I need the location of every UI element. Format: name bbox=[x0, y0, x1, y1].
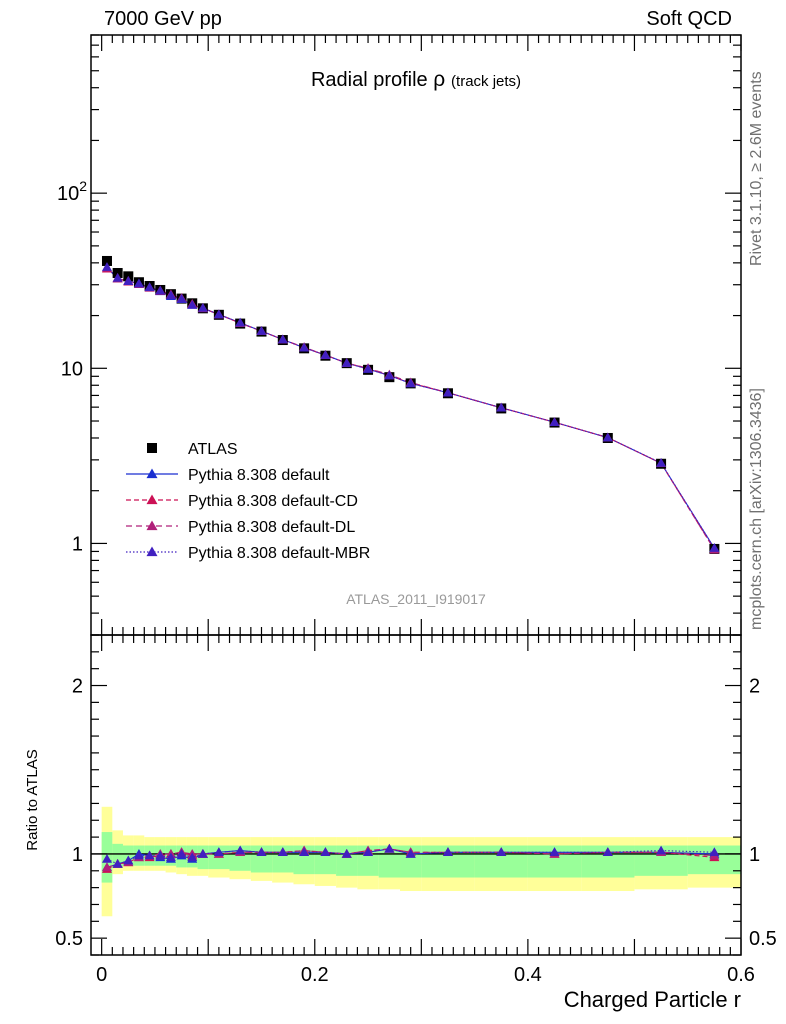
main-point-mbr bbox=[165, 290, 176, 300]
ratio-point-mbr bbox=[442, 847, 453, 857]
legend-label-mbr: Pythia 8.308 default-MBR bbox=[188, 545, 370, 562]
main-point-mbr bbox=[187, 299, 198, 309]
main-point-mbr bbox=[709, 543, 720, 552]
main-point-mbr bbox=[602, 432, 613, 442]
ratio-point-mbr bbox=[213, 847, 224, 857]
main-point-mbr bbox=[442, 387, 453, 397]
main-point-mbr bbox=[656, 457, 667, 467]
main-point-mbr bbox=[144, 282, 155, 292]
ratio-point-mbr bbox=[133, 850, 144, 860]
legend-label-data: ATLAS bbox=[188, 441, 238, 458]
ratio-point-mbr bbox=[549, 847, 560, 857]
ratio-point-mbr bbox=[165, 852, 176, 862]
main-line-dl bbox=[106, 267, 715, 551]
header-right: Soft QCD bbox=[646, 8, 732, 30]
ratio-point-mbr bbox=[235, 845, 246, 855]
ratio-frame bbox=[90, 634, 742, 956]
main-y-tick-label: 1 bbox=[72, 533, 83, 555]
band-stat-bin bbox=[112, 843, 123, 868]
ratio-y-tick-label: 2 bbox=[72, 676, 83, 698]
data-point bbox=[101, 255, 112, 266]
ratio-point-mbr bbox=[176, 848, 187, 858]
ratio-point-mbr bbox=[197, 848, 208, 858]
ratio-point-mbr bbox=[256, 847, 267, 857]
ratio-point-mbr bbox=[341, 848, 352, 858]
main-point-mbr bbox=[197, 302, 208, 312]
main-point-mbr bbox=[363, 364, 374, 373]
ratio-line-cd bbox=[106, 848, 715, 870]
main-point-mbr bbox=[341, 358, 352, 367]
main-point-mbr bbox=[549, 417, 560, 426]
ratio-point-mbr bbox=[155, 850, 166, 860]
main-point-mbr bbox=[496, 402, 507, 412]
x-tick-label: 0.2 bbox=[301, 964, 329, 986]
main-point-mbr bbox=[235, 317, 246, 327]
ratio-point-mbr bbox=[656, 845, 667, 855]
x-tick-label: 0 bbox=[96, 964, 107, 986]
ratio-point-mbr bbox=[112, 859, 123, 868]
band-stat-bin bbox=[122, 845, 134, 866]
ratio-point-dl bbox=[101, 862, 112, 872]
main-point-mbr bbox=[123, 276, 134, 286]
ratio-y-axis-title: Ratio to ATLAS bbox=[24, 749, 41, 850]
x-tick-label: 0.6 bbox=[727, 964, 755, 986]
legend-marker-cd bbox=[146, 494, 158, 505]
main-point-mbr bbox=[299, 342, 310, 352]
x-tick-label: 0.4 bbox=[514, 964, 542, 986]
ratio-panel: 0 0.2 0.4 0.6 0.5 0.5 1 1 2 2 Charged Particle r Ra… bbox=[24, 634, 777, 1012]
ratio-point-mbr bbox=[709, 847, 720, 857]
legend-marker-default bbox=[146, 468, 158, 479]
legend-label-default: Pythia 8.308 default bbox=[188, 467, 330, 484]
analysis-label: ATLAS_2011_I919017 bbox=[346, 591, 486, 607]
header-left: 7000 GeV pp bbox=[104, 8, 222, 30]
ratio-point-mbr bbox=[101, 854, 112, 863]
main-y-tick-label: 10 bbox=[61, 358, 83, 380]
main-point-mbr bbox=[101, 262, 112, 271]
ratio-point-mbr bbox=[299, 847, 310, 857]
main-panel: 1 10 102 Radial profile ρ (track jets) ATLAS… bbox=[57, 34, 742, 636]
main-point-mbr bbox=[112, 272, 123, 282]
ratio-y-tick-label: 1 bbox=[72, 844, 83, 866]
chart-title: Radial profile ρ (track jets) bbox=[311, 68, 521, 91]
legend-marker-dl bbox=[146, 520, 158, 531]
main-point-mbr bbox=[155, 285, 166, 295]
x-axis-title: Charged Particle r bbox=[564, 987, 741, 1012]
ratio-y-tick-label: 0.5 bbox=[55, 928, 83, 950]
ratio-y-tick-label-right: 0.5 bbox=[749, 928, 777, 950]
main-point-mbr bbox=[176, 293, 187, 303]
main-point-mbr bbox=[277, 334, 288, 344]
main-point-mbr bbox=[384, 370, 395, 380]
legend-label-dl: Pythia 8.308 default-DL bbox=[188, 519, 355, 536]
main-point-mbr bbox=[256, 326, 267, 335]
main-point-mbr bbox=[405, 378, 416, 388]
ratio-point-mbr bbox=[320, 847, 331, 857]
ratio-point-mbr bbox=[363, 847, 374, 857]
ratio-y-tick-label-right: 2 bbox=[749, 676, 760, 698]
main-point-mbr bbox=[213, 309, 224, 319]
ratio-point-mbr bbox=[123, 855, 134, 865]
ratio-y-tick-label-right: 1 bbox=[749, 844, 760, 866]
main-point-mbr bbox=[133, 278, 144, 288]
ratio-point-mbr bbox=[602, 847, 613, 857]
main-y-tick-label: 102 bbox=[57, 178, 87, 205]
ratio-point-mbr bbox=[187, 852, 198, 862]
legend-label-cd: Pythia 8.308 default-CD bbox=[188, 493, 358, 510]
ratio-point-mbr bbox=[384, 843, 395, 853]
main-point-mbr bbox=[320, 350, 331, 359]
ratio-point-mbr bbox=[144, 850, 155, 860]
legend-marker-data bbox=[147, 443, 157, 453]
ratio-point-mbr bbox=[496, 847, 507, 857]
ratio-point-mbr bbox=[277, 847, 288, 857]
legend-marker-mbr bbox=[146, 546, 158, 557]
ratio-point-mbr bbox=[405, 848, 416, 858]
